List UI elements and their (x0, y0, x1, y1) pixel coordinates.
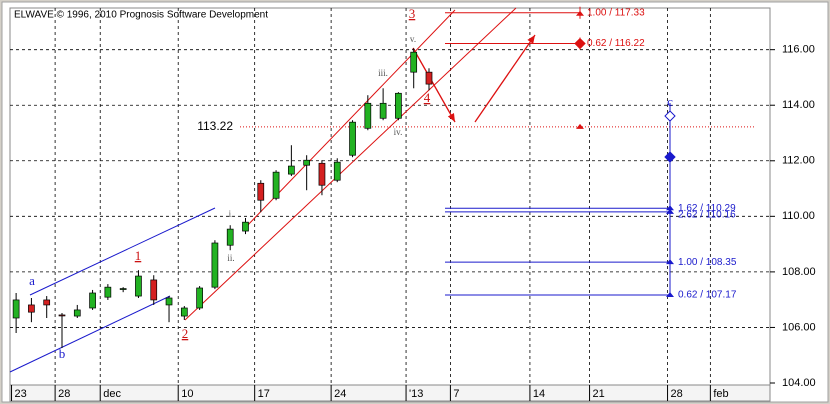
level-label: 1.62 / 110.29 (678, 203, 736, 214)
level-marker (666, 259, 674, 265)
wave-label: b (59, 346, 66, 361)
level-marker (666, 291, 674, 297)
candle-body (43, 299, 51, 306)
x-tick-label: 24 (334, 388, 346, 400)
candle-body (364, 102, 372, 129)
candle-body (135, 275, 142, 297)
arrow-line (474, 34, 536, 123)
x-axis-band (9, 384, 771, 402)
candle-body (196, 287, 203, 309)
candle-body (150, 279, 158, 301)
x-tick-label: 23 (15, 388, 27, 400)
wave-label: 3 (409, 6, 416, 21)
minor-wave-label: i. (229, 209, 234, 219)
candle-body (12, 299, 20, 319)
candle-body (349, 121, 356, 156)
level-marker (576, 10, 584, 16)
y-tick-label: 108.00 (782, 266, 816, 278)
wave-label: 2 (182, 326, 189, 341)
candle-body (318, 162, 326, 186)
x-tick-label: feb (713, 388, 728, 400)
candle-body (379, 102, 387, 119)
x-tick-label: 10 (181, 388, 193, 400)
candle-body (165, 297, 173, 306)
candle-body (58, 314, 66, 317)
wave-label: 4 (424, 90, 431, 105)
level-label: 1.00 / 108.35 (678, 257, 737, 268)
arrow-head (527, 35, 535, 44)
level-label: 0.62 / 107.17 (678, 290, 737, 301)
candle-body (28, 304, 35, 313)
level-marker (574, 37, 586, 50)
price-label: 113.22 (197, 119, 233, 133)
minor-wave-label: iii. (378, 68, 388, 78)
level-marker (576, 123, 584, 129)
chart-title: ELWAVE © 1996, 2010 Prognosis Software D… (14, 10, 268, 21)
candle-body (333, 161, 341, 181)
minor-wave-label: ii. (227, 253, 234, 263)
trend-line (184, 7, 517, 321)
x-tick-label: dec (103, 388, 121, 400)
wave-label: a (29, 273, 35, 288)
x-tick-label: 14 (533, 388, 545, 400)
x-tick-label: 17 (258, 388, 270, 400)
candle-body (395, 92, 402, 119)
candle-body (288, 165, 295, 175)
level-marker (664, 151, 676, 163)
arrow-line (412, 47, 456, 123)
candle-body (272, 171, 280, 199)
y-tick-label: 112.00 (782, 155, 815, 167)
channel-line (9, 295, 171, 373)
y-tick-label: 106.00 (782, 321, 816, 333)
minor-wave-label: iv. (394, 127, 403, 137)
candle-body (104, 286, 112, 298)
channel-line (29, 207, 216, 296)
candle-body (242, 221, 249, 232)
arrow-head (447, 113, 455, 122)
y-tick-label: 114.00 (782, 99, 815, 111)
x-tick-label: 7 (453, 388, 459, 400)
x-tick-label: 28 (671, 388, 683, 400)
plot-area (9, 7, 771, 386)
candle-body (180, 307, 188, 317)
level-label: 2.62 / 110.16 (678, 210, 736, 221)
level-marker (664, 110, 676, 122)
y-tick-label: 116.00 (782, 44, 815, 56)
candle-body (410, 51, 418, 73)
candle-body (73, 309, 81, 317)
level-label: 0.62 / 116.22 (587, 38, 645, 49)
candle-body (425, 71, 433, 85)
minor-wave-label: v. (410, 34, 416, 44)
x-tick-label: '13 (409, 388, 423, 400)
wave-label: c (667, 94, 673, 109)
candle-body (119, 288, 127, 290)
x-tick-label: 28 (58, 388, 70, 400)
candle-body (257, 182, 265, 201)
candle-body (211, 242, 219, 288)
y-tick-label: 110.00 (782, 210, 815, 222)
y-tick-label: 104.00 (782, 377, 816, 389)
candle-body (89, 292, 96, 309)
candle-body (303, 159, 311, 166)
level-label: 1.00 / 117.33 (587, 7, 645, 18)
trend-line (244, 9, 456, 229)
x-tick-label: 21 (593, 388, 605, 400)
level-marker (666, 208, 674, 214)
candle-body (226, 228, 234, 246)
level-marker (666, 205, 674, 211)
wave-label: 1 (135, 248, 142, 263)
